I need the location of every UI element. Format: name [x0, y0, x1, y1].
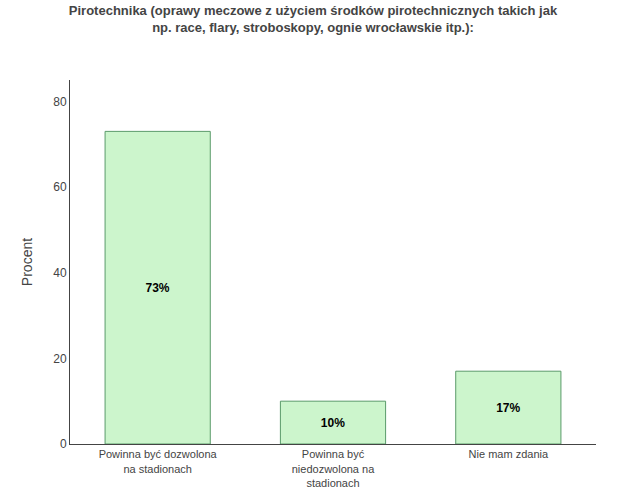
svg-text:60: 60: [53, 180, 67, 194]
svg-text:Procent: Procent: [19, 238, 35, 286]
svg-text:Nie mam zdania: Nie mam zdania: [469, 448, 549, 460]
svg-text:40: 40: [53, 266, 67, 280]
svg-text:80: 80: [53, 95, 67, 109]
svg-text:73%: 73%: [145, 281, 169, 295]
svg-text:10%: 10%: [321, 416, 345, 430]
svg-text:Pirotechnika (oprawy meczowe z: Pirotechnika (oprawy meczowe z użyciem ś…: [69, 3, 558, 35]
svg-text:20: 20: [53, 352, 67, 366]
svg-text:17%: 17%: [496, 401, 520, 415]
svg-text:0: 0: [60, 437, 67, 451]
svg-text:Powinna byćniedozwolona nastad: Powinna byćniedozwolona nastadionach: [292, 448, 375, 489]
svg-text:Powinna być dozwolonana stadio: Powinna być dozwolonana stadionach: [99, 448, 218, 474]
